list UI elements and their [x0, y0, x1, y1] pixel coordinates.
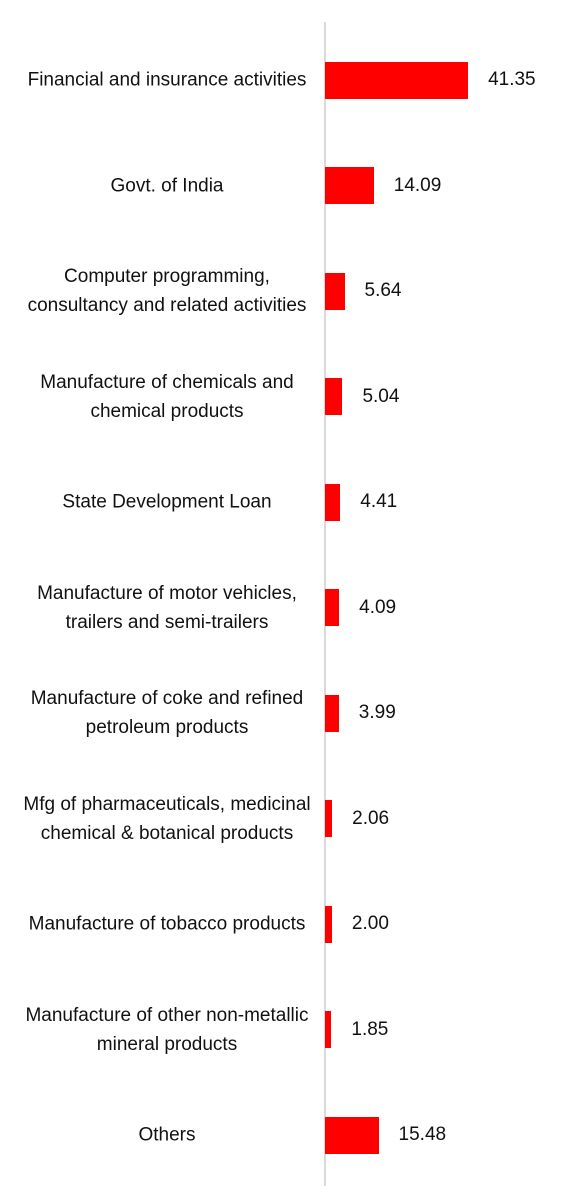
bar — [325, 378, 343, 415]
value-label: 3.99 — [358, 702, 396, 723]
category-label: Manufacture of motor vehicles, trailers … — [37, 582, 297, 633]
category-label: Financial and insurance activities — [27, 69, 307, 91]
category-label: Manufacture of other non-metallic minera… — [25, 1004, 309, 1055]
category-label: Govt. of India — [110, 175, 224, 196]
value-label: 4.41 — [360, 491, 398, 512]
bar — [325, 589, 340, 626]
category-label: Computer programming, consultancy and re… — [27, 266, 307, 316]
bar — [325, 694, 339, 732]
bar — [325, 61, 469, 99]
bar — [325, 167, 374, 204]
value-label: 2.00 — [351, 913, 389, 934]
value-label: 41.35 — [488, 69, 536, 90]
category-label: Manufacture of tobacco products — [28, 913, 306, 935]
bar — [325, 800, 333, 837]
value-label: 4.09 — [359, 596, 397, 618]
value-label: 1.85 — [351, 1018, 389, 1040]
bar — [325, 272, 345, 310]
category-label: Manufacture of chemicals and chemical pr… — [40, 371, 294, 422]
value-label: 14.09 — [393, 174, 442, 196]
value-label: 2.06 — [352, 807, 390, 829]
value-label: 5.04 — [362, 385, 400, 407]
bar — [325, 1116, 379, 1154]
category-label: Manufacture of coke and refined petroleu… — [30, 688, 304, 738]
category-label: Mfg of pharmaceuticals, medicinal chemic… — [23, 793, 311, 844]
category-label: Others — [138, 1124, 196, 1146]
bar — [325, 1011, 332, 1048]
value-label: 5.64 — [364, 280, 402, 301]
value-label: 15.48 — [398, 1124, 447, 1145]
bar — [325, 905, 332, 943]
category-label: State Development Loan — [62, 491, 272, 513]
bar — [325, 483, 341, 521]
